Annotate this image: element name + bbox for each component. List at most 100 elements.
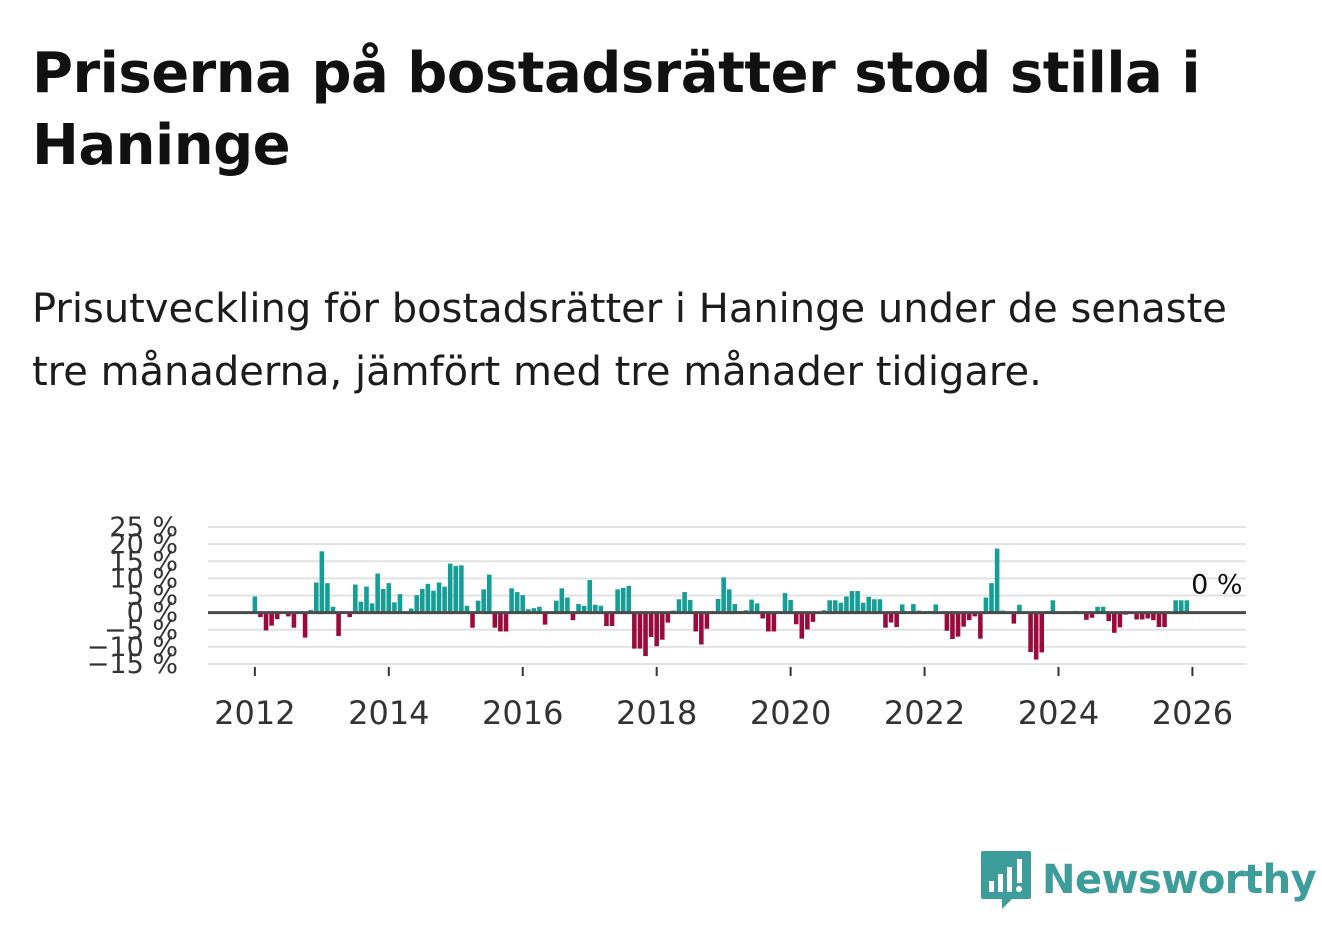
- bar: [475, 600, 481, 613]
- bar: [810, 612, 816, 622]
- bar: [911, 604, 916, 613]
- bar: [1139, 612, 1145, 620]
- x-tick-label: 2026: [1152, 694, 1233, 732]
- bar: [1100, 606, 1106, 613]
- y-tick-label: −10 %: [87, 632, 178, 663]
- bar: [1106, 612, 1112, 622]
- bar: [486, 574, 492, 613]
- bar: [1095, 606, 1100, 613]
- bar: [1089, 612, 1095, 618]
- bar: [1134, 612, 1139, 620]
- bar: [704, 612, 710, 629]
- bar: [609, 612, 615, 626]
- x-tick-label: 2012: [214, 694, 295, 732]
- chart-subtitle: Prisutveckling för bostadsrätter i Hanin…: [32, 286, 1227, 395]
- y-tick-label: 10 %: [109, 563, 178, 594]
- bar: [286, 612, 291, 617]
- bar: [1145, 612, 1151, 619]
- bar: [436, 582, 442, 613]
- y-tick-label: 0 %: [127, 598, 178, 629]
- bar: [1039, 612, 1045, 653]
- bar: [302, 612, 308, 638]
- chart-title: Priserna på bostadsrätter stod stilla i …: [32, 41, 1201, 178]
- bar: [1017, 604, 1022, 613]
- bar: [447, 563, 453, 613]
- y-tick-label: 20 %: [109, 529, 178, 560]
- bar: [866, 596, 872, 613]
- bar: [1173, 600, 1178, 613]
- bar: [1184, 600, 1190, 613]
- y-tick-label: −15 %: [87, 649, 178, 680]
- bar: [693, 612, 699, 632]
- bar: [336, 612, 341, 636]
- x-tick-label: 2016: [482, 694, 563, 732]
- bar: [503, 612, 509, 632]
- x-axis: 2012 2014 2016 2018 2020 2022 2024 2026: [214, 667, 1233, 732]
- bar: [1156, 612, 1162, 628]
- bar: [754, 603, 760, 613]
- bar: [492, 612, 498, 628]
- bar: [269, 612, 274, 626]
- logo-wordmark: Newsworthy: [1042, 857, 1317, 903]
- bar: [330, 606, 336, 613]
- bar: [353, 584, 358, 613]
- bar: [1050, 600, 1056, 613]
- bar: [888, 612, 894, 623]
- bar: [325, 583, 330, 613]
- bar: [894, 612, 899, 628]
- bar: [626, 585, 632, 613]
- bar: [682, 592, 687, 613]
- bar: [1117, 612, 1123, 628]
- bar: [643, 612, 648, 657]
- newsworthy-logo-icon: [981, 851, 1031, 909]
- x-tick-label: 2020: [750, 694, 831, 732]
- y-axis: 25 %20 %15 %10 %5 %0 %−5 %−10 %−15 %: [87, 512, 178, 680]
- bar: [258, 612, 263, 618]
- bar: [632, 612, 637, 649]
- bar: [319, 551, 325, 613]
- bar: [883, 612, 888, 628]
- bar: [576, 604, 581, 613]
- bar: [637, 612, 643, 649]
- bar: [553, 600, 559, 613]
- bar: [1011, 612, 1017, 624]
- bar: [726, 589, 732, 613]
- y-tick-label: 15 %: [109, 546, 178, 577]
- bar: [827, 600, 832, 613]
- x-tick-label: 2014: [348, 694, 429, 732]
- bar: [526, 609, 531, 613]
- bar: [872, 599, 877, 613]
- bar: [715, 598, 721, 613]
- bar: [849, 591, 855, 613]
- y-tick-label: −5 %: [104, 615, 178, 646]
- bar: [397, 594, 403, 613]
- x-tick-label: 2018: [616, 694, 697, 732]
- bar: [252, 596, 258, 613]
- bar: [274, 612, 280, 620]
- bar: [414, 595, 420, 613]
- bar: [844, 596, 849, 613]
- bar: [604, 612, 609, 626]
- bar: [944, 612, 950, 631]
- bar: [542, 612, 548, 625]
- bar: [570, 612, 576, 621]
- bar: [380, 588, 386, 613]
- bar: [832, 600, 838, 613]
- bar: [509, 588, 514, 613]
- bar: [364, 586, 369, 613]
- bar: [431, 590, 436, 613]
- bar: [559, 588, 565, 613]
- newsworthy-logo[interactable]: Newsworthy: [980, 848, 1317, 912]
- bar: [386, 583, 392, 613]
- bar: [877, 599, 883, 613]
- bar: [464, 605, 470, 613]
- bar: [721, 577, 726, 613]
- bar: [1028, 612, 1033, 653]
- bar: [459, 565, 464, 613]
- bar: [531, 608, 537, 613]
- bar: [699, 612, 704, 645]
- bar: [749, 599, 754, 613]
- bar: [598, 605, 604, 613]
- bar: [899, 604, 905, 613]
- bar: [313, 582, 319, 613]
